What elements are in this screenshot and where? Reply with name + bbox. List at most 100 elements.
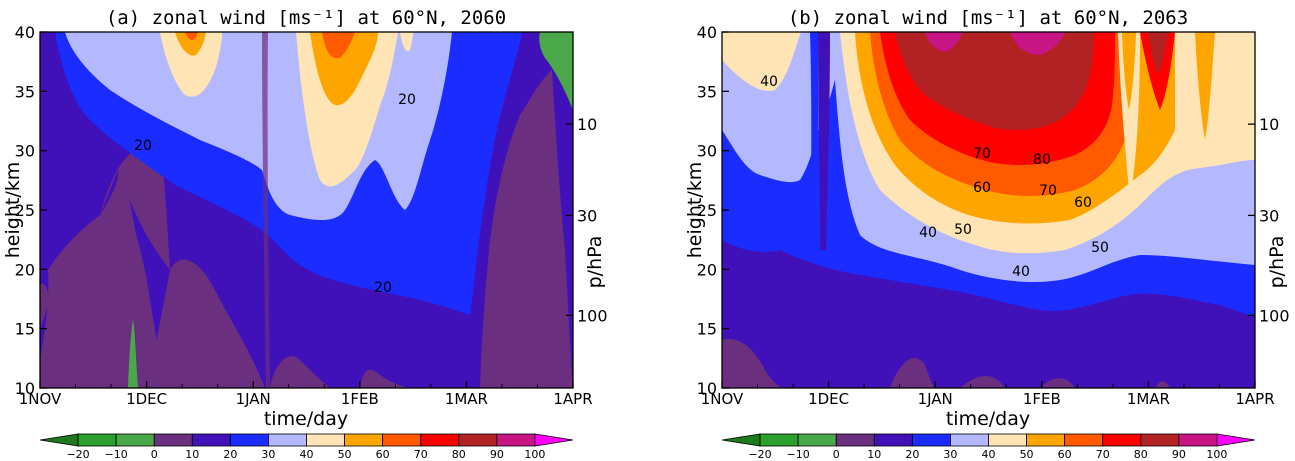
x-tick-label: 1MAR [445,390,488,408]
panel-a-contour-label: 20 [398,92,416,108]
y-tick-label: 30 [697,142,717,161]
panel-a-y2label: p/hPa [584,236,606,289]
colorbar-box [1178,433,1218,447]
x-tick-label: 1APR [1235,390,1274,408]
colorbar-label: 80 [452,448,466,461]
y-tick-label: 40 [15,23,35,42]
panel-b-title: (b) zonal wind [ms⁻¹] at 60°N, 2063 [788,7,1188,29]
y2-tick-label: 30 [577,206,597,225]
panel-b-colorbar: −20 −10 0 10 20 30 40 50 60 70 80 90 100 [721,433,1256,461]
colorbar-label: 40 [982,448,996,461]
y-tick-label: 25 [15,201,35,220]
panel-b-contours [722,32,1255,388]
colorbar-box [1026,433,1066,447]
x-tick-label: 1DEC [808,390,849,408]
colorbar-box [306,433,345,447]
colorbar-label: 100 [1206,448,1227,461]
colorbar-box [496,433,536,447]
panel-b-contour-label: 50 [954,222,972,238]
panel-a-xlabel: time/day [264,408,348,430]
colorbar-box [191,433,231,447]
panel-b-xlabel: time/day [946,408,1030,430]
colorbar-label: 50 [338,448,352,461]
panel-a-contours [40,32,573,388]
colorbar-box [268,433,307,447]
y-tick-label: 15 [15,320,35,339]
colorbar-label: 60 [1058,448,1072,461]
colorbar-label: 90 [1172,448,1186,461]
panel-b-contour-label: 40 [919,225,937,241]
y-tick-label: 35 [697,82,717,101]
colorbar-box [911,433,951,447]
colorbar-box [153,433,193,447]
panel-a-colorbar: −20 −10 0 10 20 30 40 50 60 70 80 90 100 [39,433,574,461]
colorbar-box [458,433,498,447]
colorbar-label: 80 [1134,448,1148,461]
panel-a-title: (a) zonal wind [ms⁻¹] at 60°N, 2060 [106,7,506,29]
y-tick-label: 40 [697,23,717,42]
x-tick-label: 1JAN [918,390,953,408]
panel-a-ylabel: height/km [2,162,24,258]
panel-b-contour-label: 60 [973,180,991,196]
colorbar-label: 70 [414,448,428,461]
colorbar-high-end [534,433,574,447]
colorbar-box [988,433,1027,447]
colorbar-label: 0 [833,448,840,461]
colorbar-label: 30 [943,448,957,461]
panel-a-contour-label: 20 [134,138,152,154]
panel-b-contour-label: 50 [1091,240,1109,256]
colorbar-box [759,433,799,447]
y-tick-label: 10 [15,379,35,398]
panel-b-contour-label: 60 [1074,195,1092,211]
panel-b-y2label: p/hPa [1266,236,1288,289]
y-tick-label: 30 [15,142,35,161]
colorbar-box [229,433,269,447]
colorbar-box [1102,433,1142,447]
colorbar-label: 90 [490,448,504,461]
colorbar-label: −10 [105,448,128,461]
colorbar-label: 20 [223,448,237,461]
colorbar-label: −20 [748,448,771,461]
colorbar-box [1064,433,1104,447]
panel-b-contour-label: 70 [1039,183,1057,199]
panel-a-axes: 1NOV 1DEC 1JAN 1FEB 1MAR 1APR 10 15 20 25 30 35 40 10… [15,23,608,408]
colorbar-high-end [1216,433,1256,447]
panel-a-contour-label: 20 [374,280,392,296]
colorbar-box [77,433,117,447]
panel-a: (a) zonal wind [ms⁻¹] at 60°N, 2060 [2,7,608,461]
x-tick-label: 1FEB [341,390,379,408]
y2-tick-label: 10 [1259,115,1279,134]
colorbar-box [1140,433,1180,447]
colorbar-box [835,433,875,447]
panel-b: (b) zonal wind [ms⁻¹] at 60°N, 2063 [684,7,1290,461]
y2-tick-label: 30 [1259,206,1279,225]
colorbar-box [382,433,422,447]
x-tick-label: 1DEC [126,390,167,408]
colorbar-label: 100 [524,448,545,461]
panel-b-contour-label: 40 [1012,264,1030,280]
x-tick-label: 1FEB [1023,390,1061,408]
x-tick-label: 1NOV [701,390,744,408]
colorbar-label: 30 [261,448,275,461]
x-tick-label: 1NOV [19,390,62,408]
colorbar-label: 10 [185,448,199,461]
colorbar-box [344,433,384,447]
y-tick-label: 10 [697,379,717,398]
panel-b-contour-label: 80 [1033,152,1051,168]
colorbar-label: 70 [1096,448,1110,461]
panel-b-ylabel: height/km [684,162,706,258]
y2-tick-label: 100 [577,306,608,325]
colorbar-box [420,433,460,447]
x-tick-label: 1JAN [236,390,271,408]
y-tick-label: 35 [15,82,35,101]
y-tick-label: 20 [697,260,717,279]
colorbar-label: 50 [1020,448,1034,461]
panel-b-axes: 1NOV 1DEC 1JAN 1FEB 1MAR 1APR 10 15 20 25 30 35 40 10… [697,23,1290,408]
colorbar-label: 20 [905,448,919,461]
colorbar-label: 40 [300,448,314,461]
colorbar-box [950,433,989,447]
colorbar-box [115,433,155,447]
colorbar-box [797,433,837,447]
colorbar-low-end [721,433,761,447]
